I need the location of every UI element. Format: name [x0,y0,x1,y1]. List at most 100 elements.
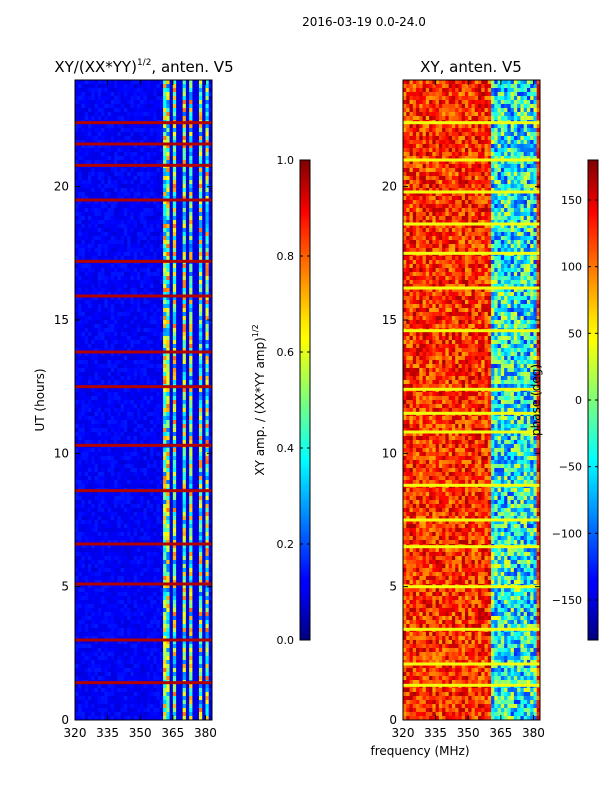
heatmap-cell [78,496,82,501]
heatmap-cell [150,228,154,233]
heatmap-cell [153,276,157,281]
heatmap-cell [182,460,187,465]
heatmap-cell [176,256,180,261]
heatmap-cell [156,480,161,485]
heatmap-cell [159,516,164,521]
heatmap-cell [130,416,135,421]
heatmap-cell [104,472,109,477]
heatmap-cell [123,408,128,413]
heatmap-cell [163,224,167,229]
heatmap-cell [179,348,184,353]
heatmap-cell [150,160,154,165]
heatmap-cell [110,496,115,501]
heatmap-cell [192,124,197,129]
heatmap-cell [185,508,190,513]
heatmap-cell [205,144,210,149]
heatmap-cell [84,88,89,93]
heatmap-cell [88,80,92,85]
heatmap-cell [205,460,210,465]
heatmap-cell [107,492,112,497]
heatmap-cell [208,536,212,541]
heatmap-cell [198,188,203,193]
heatmap-cell [172,516,177,521]
heatmap-cell [81,124,86,129]
heatmap-cell [114,272,118,277]
heatmap-cell [198,328,203,333]
heatmap-cell [117,424,122,429]
heatmap-cell [127,96,131,101]
heatmap-cell [172,548,177,553]
heatmap-cell [176,320,180,325]
heatmap-cell [140,112,144,117]
heatmap-cell [114,236,118,241]
heatmap-cell [150,128,154,133]
heatmap-cell [78,468,82,473]
heatmap-cell [169,316,174,321]
heatmap-cell [120,104,125,109]
heatmap-cell [117,156,122,161]
heatmap-cell [133,248,138,253]
heatmap-cell [198,236,203,241]
heatmap-cell [114,296,118,301]
heatmap-cell [75,464,79,469]
heatmap-cell [75,512,79,517]
heatmap-cell [192,284,197,289]
heatmap-cell [123,136,128,141]
heatmap-cell [166,484,170,489]
heatmap-cell [88,536,92,541]
heatmap-cell [189,412,193,417]
heatmap-cell [176,512,180,517]
heatmap-cell [84,460,89,465]
heatmap-cell [117,440,122,445]
heatmap-cell [110,236,115,241]
heatmap-cell [133,536,138,541]
heatmap-cell [185,456,190,461]
heatmap-cell [192,176,197,181]
heatmap-cell [189,204,193,209]
heatmap-cell [153,440,157,445]
heatmap-cell [176,496,180,501]
heatmap-cell [189,332,193,337]
heatmap-cell [166,504,170,509]
heatmap-cell [97,536,102,541]
heatmap-cell [179,172,184,177]
heatmap-cell [120,160,125,165]
heatmap-cell [101,312,105,317]
heatmap-cell [123,296,128,301]
heatmap-cell [208,472,212,477]
heatmap-cell [182,184,187,189]
heatmap-cell [110,152,115,157]
heatmap-cell [176,224,180,229]
heatmap-cell [94,432,99,437]
heatmap-cell [114,124,118,129]
heatmap-cell [136,148,141,153]
heatmap-cell [120,132,125,137]
heatmap-cell [140,176,144,181]
heatmap-cell [120,520,125,525]
heatmap-cell [84,536,89,541]
heatmap-cell [156,476,161,481]
heatmap-cell [182,504,187,509]
heatmap-cell [179,364,184,369]
heatmap-cell [127,288,131,293]
heatmap-cell [146,412,151,417]
heatmap-cell [205,268,210,273]
heatmap-cell [91,356,95,361]
heatmap-cell [114,476,118,481]
heatmap-cell [130,108,135,113]
heatmap-cell [176,484,180,489]
heatmap-cell [78,396,82,401]
heatmap-cell [198,492,203,497]
heatmap-cell [114,484,118,489]
heatmap-cell [75,468,79,473]
heatmap-cell [179,432,184,437]
heatmap-cell [110,340,115,345]
heatmap-cell [153,176,157,181]
heatmap-cell [88,124,92,129]
heatmap-cell [78,184,82,189]
heatmap-cell [166,468,170,473]
heatmap-cell [182,468,187,473]
heatmap-cell [179,336,184,341]
heatmap-cell [166,220,170,225]
heatmap-cell [146,348,151,353]
